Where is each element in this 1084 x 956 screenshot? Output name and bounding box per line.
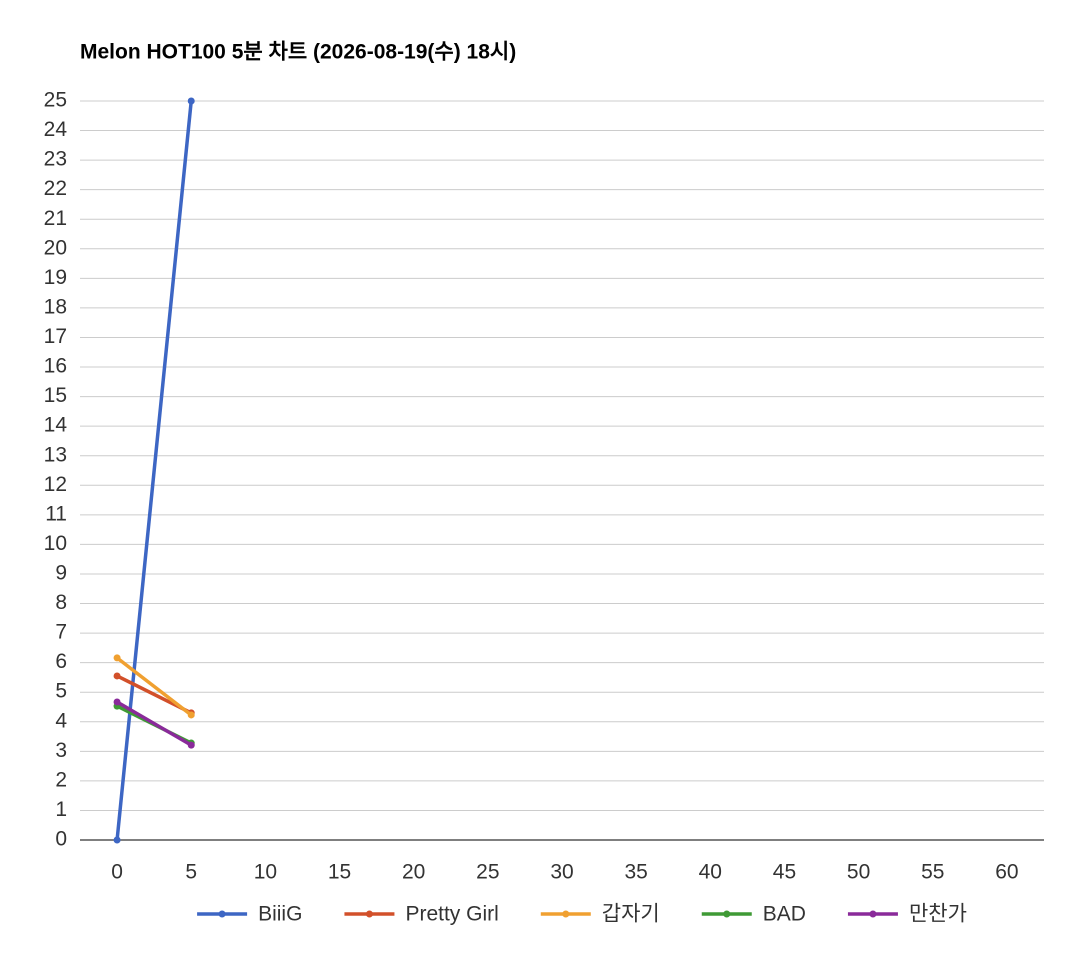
legend-swatch-dot: [218, 910, 226, 918]
point: [187, 711, 195, 719]
y-tick-label: 9: [55, 562, 67, 585]
legend-item: 갑자기: [540, 903, 660, 926]
legend-item: 만찬가: [847, 903, 967, 926]
x-tick-label: 5: [185, 861, 197, 884]
y-tick-label: 13: [44, 443, 67, 466]
y-tick-label: 11: [45, 502, 67, 525]
y-tick-label: 4: [55, 709, 67, 732]
y-tick-label: 3: [55, 739, 67, 762]
legend-label: Pretty Girl: [405, 903, 498, 926]
point: [187, 741, 195, 749]
point: [113, 698, 121, 706]
chart-title: Melon HOT100 5분 차트 (2026-08-19(수) 18시): [80, 41, 516, 64]
legend-item: BAD: [701, 903, 806, 926]
y-tick-label: 25: [44, 89, 67, 112]
y-tick-label: 12: [44, 473, 67, 496]
y-tick-label: 14: [44, 414, 68, 437]
x-tick-label: 20: [402, 861, 425, 884]
legend-swatch-dot: [562, 910, 570, 918]
y-tick-label: 20: [44, 236, 67, 259]
y-tick-label: 21: [44, 207, 67, 230]
y-tick-label: 23: [44, 148, 67, 171]
x-tick-label: 25: [476, 861, 499, 884]
y-tick-label: 0: [55, 828, 67, 851]
y-tick-label: 18: [44, 295, 67, 318]
x-tick-label: 40: [699, 861, 722, 884]
x-tick-label: 45: [773, 861, 796, 884]
x-tick-label: 30: [550, 861, 573, 884]
y-tick-label: 15: [44, 384, 67, 407]
x-tick-label: 55: [921, 861, 944, 884]
legend-item: Pretty Girl: [344, 903, 499, 926]
legend-label: 갑자기: [602, 903, 660, 926]
line: [116, 700, 193, 747]
x-tick-label: 0: [111, 861, 123, 884]
y-tick-label: 1: [55, 798, 67, 821]
y-tick-label: 2: [55, 768, 67, 791]
point: [113, 654, 121, 662]
legend-label: BAD: [763, 903, 806, 926]
y-tick-label: 22: [44, 177, 67, 200]
legend-item: BiiiG: [197, 903, 302, 926]
y-tick-label: 24: [44, 118, 68, 141]
legend-label: 만찬가: [909, 903, 967, 926]
point: [187, 97, 195, 105]
line: [116, 656, 193, 717]
x-tick-label: 60: [995, 861, 1018, 884]
line: [115, 100, 193, 841]
y-tick-label: 16: [44, 355, 67, 378]
y-tick-label: 8: [55, 591, 67, 614]
y-tick-label: 5: [55, 680, 67, 703]
y-tick-label: 6: [55, 650, 67, 673]
x-tick-label: 15: [328, 861, 351, 884]
y-tick-label: 10: [44, 532, 67, 555]
x-tick-label: 50: [847, 861, 870, 884]
y-tick-label: 17: [44, 325, 67, 348]
y-tick-label: 19: [44, 266, 67, 289]
legend-swatch-dot: [869, 910, 877, 918]
x-tick-label: 35: [624, 861, 647, 884]
point: [113, 672, 121, 680]
x-tick-label: 10: [254, 861, 277, 884]
y-tick-label: 7: [55, 621, 67, 644]
legend-swatch-dot: [723, 910, 731, 918]
legend-label: BiiiG: [258, 903, 302, 926]
point: [113, 836, 121, 844]
legend-swatch-dot: [365, 910, 373, 918]
